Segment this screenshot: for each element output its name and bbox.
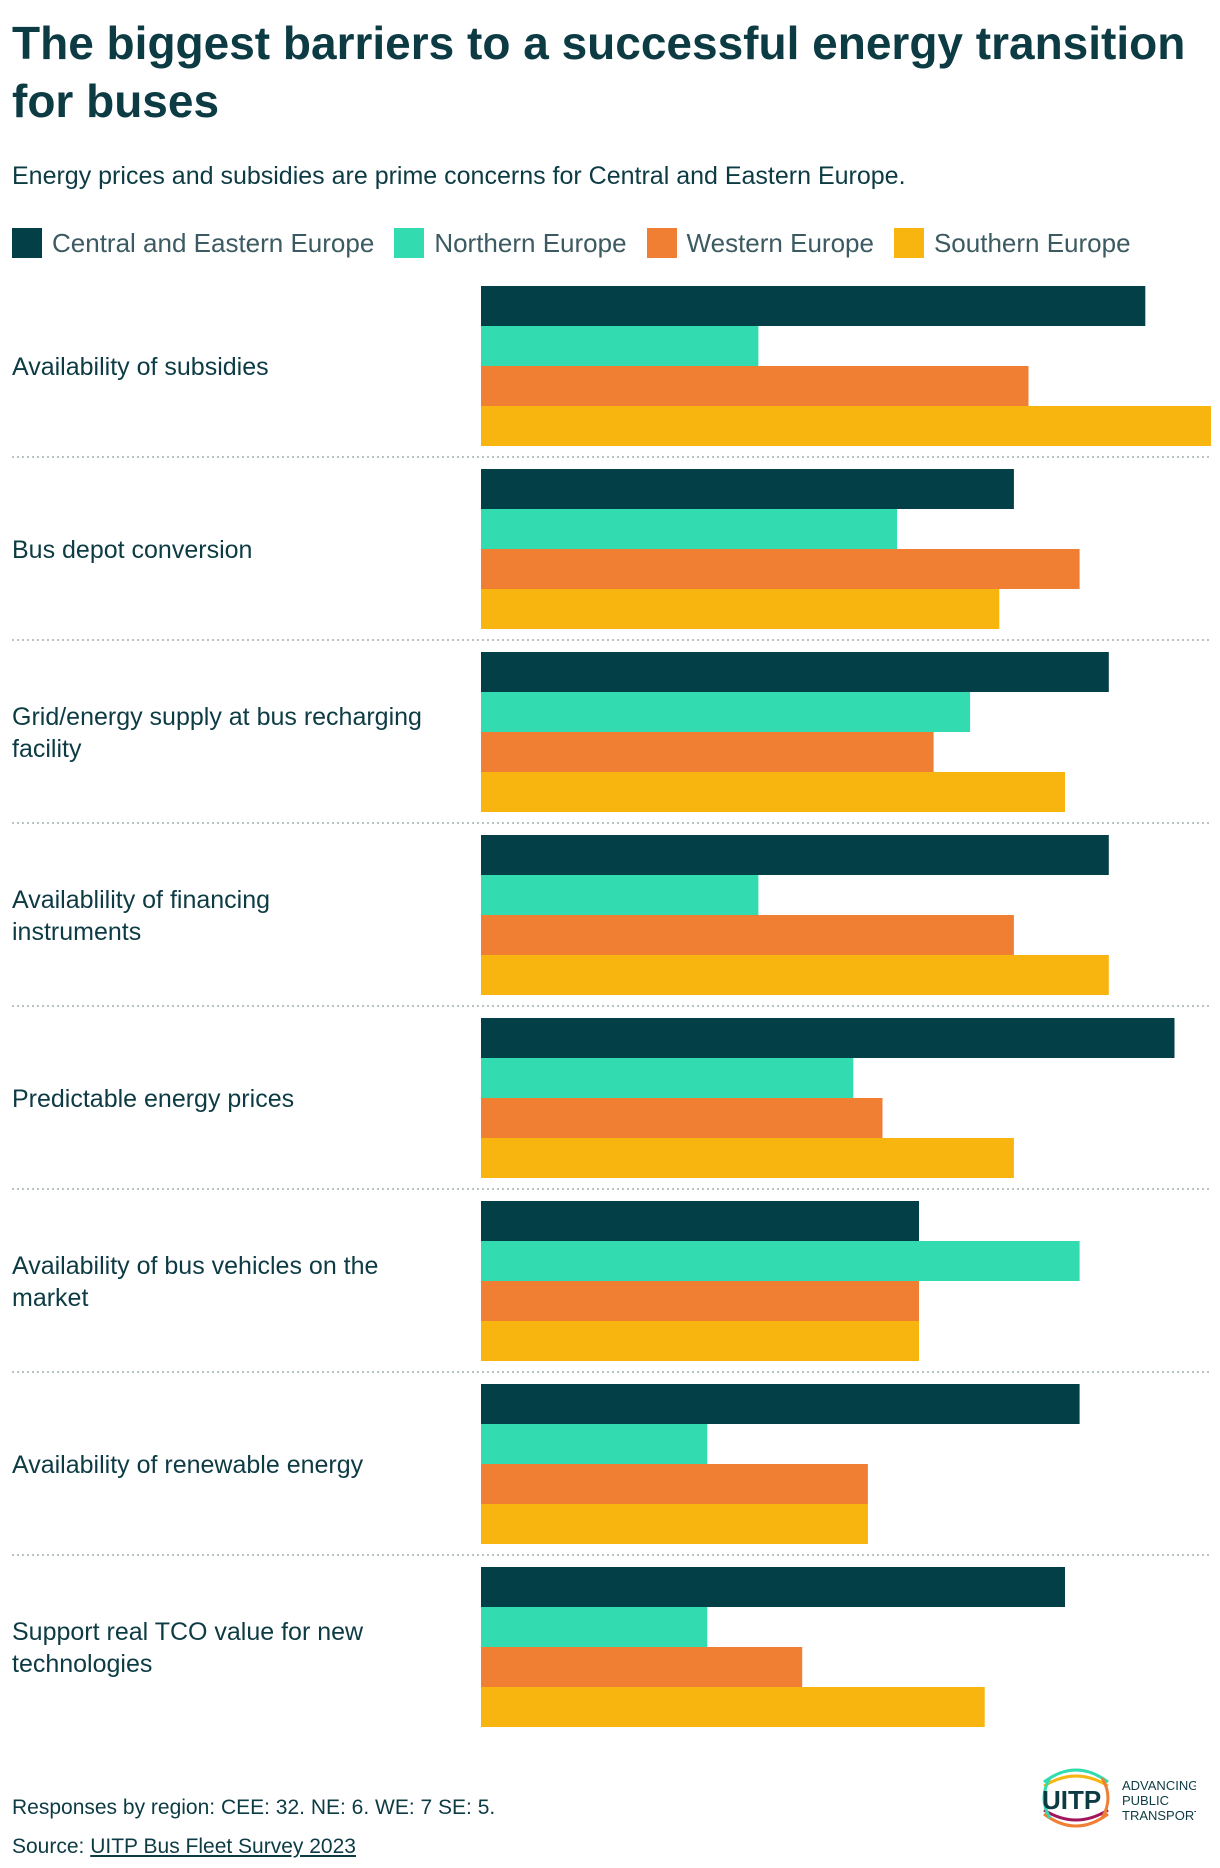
bar-cee — [481, 1201, 919, 1241]
chart-subtitle: Energy prices and subsidies are prime co… — [12, 162, 906, 190]
bar-we — [481, 366, 1029, 406]
legend-swatch-ne — [394, 228, 425, 258]
source-label: Source: — [12, 1835, 91, 1858]
category-label: Availability of subsidies — [12, 353, 269, 381]
category-label: Predictable energy prices — [12, 1085, 294, 1113]
category-label: Availability of renewable energy — [12, 1451, 364, 1479]
bar-cee — [481, 652, 1109, 692]
legend-label-ne: Northern Europe — [434, 227, 627, 258]
logo-line-2: PUBLIC — [1122, 1793, 1169, 1808]
category-label: Support real TCO value for new technologi… — [12, 1618, 364, 1678]
legend-swatch-se — [893, 228, 924, 258]
bar-ne — [481, 509, 898, 549]
bar-ne — [481, 1424, 708, 1464]
category-label: Grid/energy supply at bus recharging faci… — [12, 703, 422, 763]
bar-ne — [481, 1607, 708, 1647]
category-label: Availability of bus vehicles on the marke… — [12, 1252, 378, 1312]
source-line: Source: UITP Bus Fleet Survey 2023 — [12, 1835, 356, 1859]
legend-item-we: Western Europe — [646, 227, 874, 259]
logo-rings-icon — [1042, 1768, 1110, 1828]
legend-item-se: Southern Europe — [893, 227, 1131, 259]
bar-we — [481, 1281, 919, 1321]
bar-we — [481, 1098, 883, 1138]
bar-we — [481, 1647, 803, 1687]
bar-ne — [481, 1241, 1080, 1281]
logo-line-3: TRANSPORT — [1122, 1808, 1196, 1823]
legend-swatch-cee — [12, 228, 42, 258]
bar-se — [481, 589, 1000, 629]
source-link[interactable]: UITP Bus Fleet Survey 2023 — [90, 1835, 356, 1858]
bar-se — [481, 772, 1065, 812]
bar-cee — [481, 286, 1146, 326]
legend-item-cee: Central and Eastern Europe — [12, 228, 374, 259]
legend-label-se: Southern Europe — [933, 227, 1131, 258]
legend-swatch-we — [646, 228, 677, 258]
bar-se — [481, 406, 1211, 446]
bar-ne — [481, 1058, 854, 1098]
logo-line-1: ADVANCING — [1122, 1778, 1196, 1793]
responses-note: Responses by region: CEE: 32. NE: 6. WE:… — [12, 1796, 496, 1819]
legend: Central and Eastern Europe Northern Europ… — [12, 226, 1151, 260]
bar-cee — [481, 1018, 1175, 1058]
uitp-logo: UITP ADVANCING PUBLIC TRANSPORT — [1042, 1768, 1196, 1828]
category-label: Availablility of financing instruments — [12, 886, 270, 946]
bar-we — [481, 1464, 868, 1504]
bar-se — [481, 955, 1109, 995]
bar-se — [481, 1138, 1014, 1178]
bar-se — [481, 1687, 985, 1727]
bar-se — [481, 1504, 868, 1544]
legend-item-ne: Northern Europe — [394, 227, 627, 259]
bar-ne — [481, 692, 971, 732]
category-label: Bus depot conversion — [12, 536, 252, 564]
legend-label-we: Western Europe — [686, 227, 874, 258]
bar-cee — [481, 835, 1109, 875]
bar-we — [481, 732, 934, 772]
bar-we — [481, 549, 1080, 589]
legend-label-cee: Central and Eastern Europe — [52, 227, 375, 258]
bar-ne — [481, 875, 759, 915]
bar-se — [481, 1321, 919, 1361]
bar-cee — [481, 469, 1014, 509]
chart-title: The biggest barriers to a successful ene… — [12, 17, 1186, 127]
bar-cee — [481, 1567, 1065, 1607]
bar-ne — [481, 326, 759, 366]
bar-we — [481, 915, 1014, 955]
bar-cee — [481, 1384, 1080, 1424]
logo-wordmark: UITP — [1042, 1785, 1101, 1815]
bar-chart: Availability of subsidies Bus depot conve… — [12, 286, 1211, 1727]
